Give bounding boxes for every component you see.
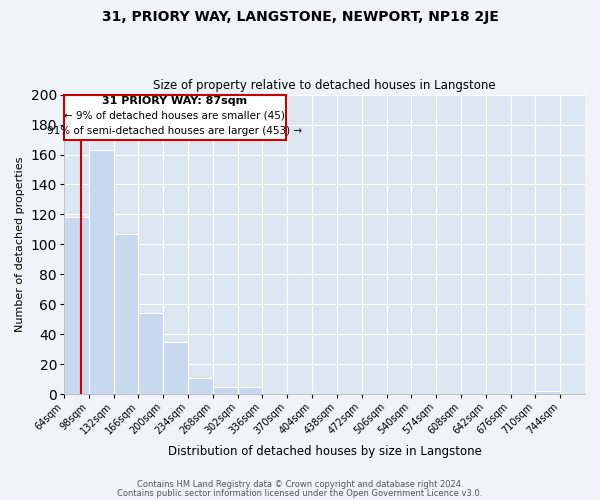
Text: 31, PRIORY WAY, LANGSTONE, NEWPORT, NP18 2JE: 31, PRIORY WAY, LANGSTONE, NEWPORT, NP18… <box>101 10 499 24</box>
Title: Size of property relative to detached houses in Langstone: Size of property relative to detached ho… <box>153 79 496 92</box>
Bar <box>113 234 139 394</box>
Bar <box>188 378 213 394</box>
FancyBboxPatch shape <box>64 94 286 140</box>
Y-axis label: Number of detached properties: Number of detached properties <box>15 156 25 332</box>
Text: ← 9% of detached houses are smaller (45): ← 9% of detached houses are smaller (45) <box>64 110 286 120</box>
Text: Contains public sector information licensed under the Open Government Licence v3: Contains public sector information licen… <box>118 490 482 498</box>
Bar <box>89 150 113 394</box>
Bar <box>213 387 238 394</box>
Text: 91% of semi-detached houses are larger (453) →: 91% of semi-detached houses are larger (… <box>47 126 302 136</box>
Bar <box>535 392 560 394</box>
X-axis label: Distribution of detached houses by size in Langstone: Distribution of detached houses by size … <box>167 444 481 458</box>
Bar <box>139 314 163 394</box>
Text: Contains HM Land Registry data © Crown copyright and database right 2024.: Contains HM Land Registry data © Crown c… <box>137 480 463 489</box>
Bar <box>64 218 89 394</box>
Text: 31 PRIORY WAY: 87sqm: 31 PRIORY WAY: 87sqm <box>103 96 247 106</box>
Bar <box>163 342 188 394</box>
Bar <box>238 387 262 394</box>
